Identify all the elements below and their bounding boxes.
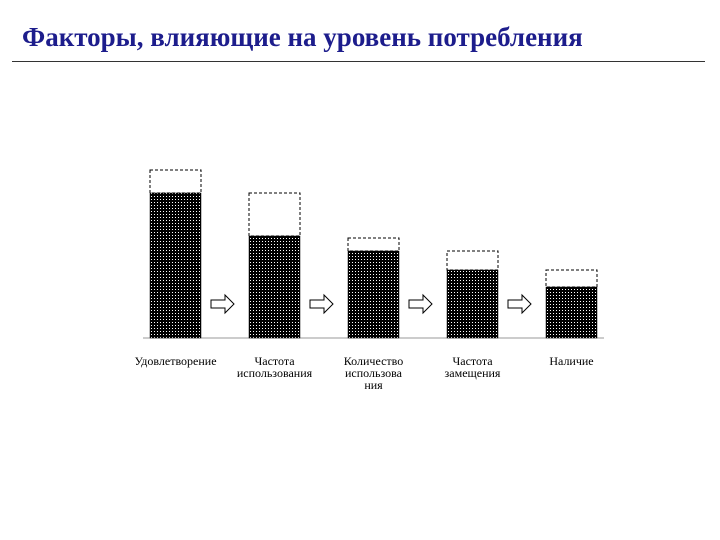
- x-tick-label: Наличие: [549, 354, 594, 368]
- slide-title: Факторы, влияющие на уровень потребления: [22, 22, 583, 52]
- bar: [347, 250, 400, 339]
- arrow: [210, 293, 235, 315]
- x-tick-label: Количество использова ния: [343, 354, 404, 392]
- bar: [545, 286, 598, 339]
- x-tick-label: Частота использования: [236, 354, 313, 380]
- bar: [149, 192, 202, 339]
- arrow: [408, 293, 433, 315]
- x-tick-label: Частота замещения: [444, 354, 501, 380]
- bar: [149, 169, 202, 194]
- bar: [446, 269, 499, 339]
- bar: [545, 269, 598, 288]
- arrow: [507, 293, 532, 315]
- arrow: [309, 293, 334, 315]
- x-tick-label: Удовлетворение: [134, 354, 217, 368]
- title-rule: [12, 61, 705, 62]
- bar: [446, 250, 499, 271]
- bar: [248, 235, 301, 339]
- bar: [248, 192, 301, 237]
- bar: [347, 237, 400, 252]
